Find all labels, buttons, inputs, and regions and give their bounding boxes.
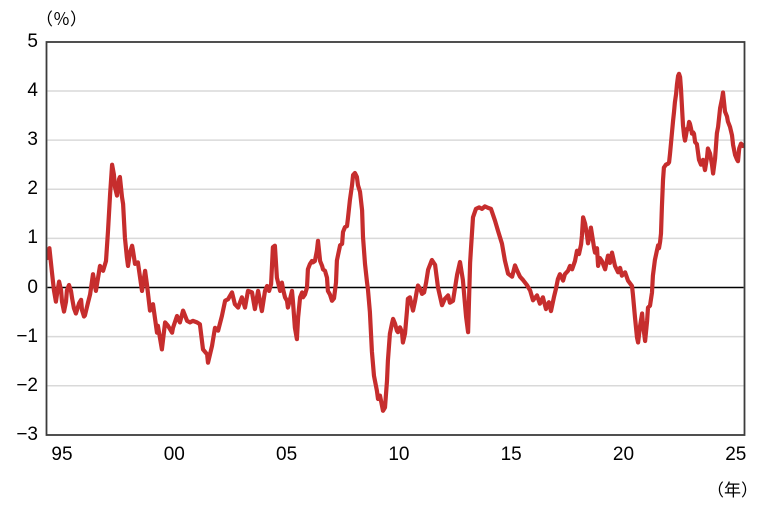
y-tick-label: 0 xyxy=(27,276,38,298)
y-tick-label: 2 xyxy=(27,178,38,200)
x-tick-label: 00 xyxy=(163,444,185,465)
x-axis-unit-label: （年） xyxy=(707,481,758,500)
y-tick-label: −3 xyxy=(16,423,38,445)
x-tick-label: 20 xyxy=(612,444,635,465)
x-tick-label: 25 xyxy=(725,444,747,465)
data-line xyxy=(46,71,745,413)
x-tick-label: 05 xyxy=(276,444,298,465)
y-tick-label: 4 xyxy=(27,80,38,101)
y-tick-label: 1 xyxy=(27,227,38,249)
x-tick-label: 95 xyxy=(51,444,73,465)
plot-border xyxy=(45,41,746,436)
x-tick-label: 15 xyxy=(500,444,522,465)
x-tick-label: 10 xyxy=(388,444,410,465)
y-tick-label: 5 xyxy=(27,30,38,52)
y-tick-label: −2 xyxy=(16,374,38,396)
y-axis-unit-label: （％） xyxy=(36,10,87,29)
y-tick-label: 3 xyxy=(27,129,38,151)
y-tick-label: −1 xyxy=(16,325,38,347)
